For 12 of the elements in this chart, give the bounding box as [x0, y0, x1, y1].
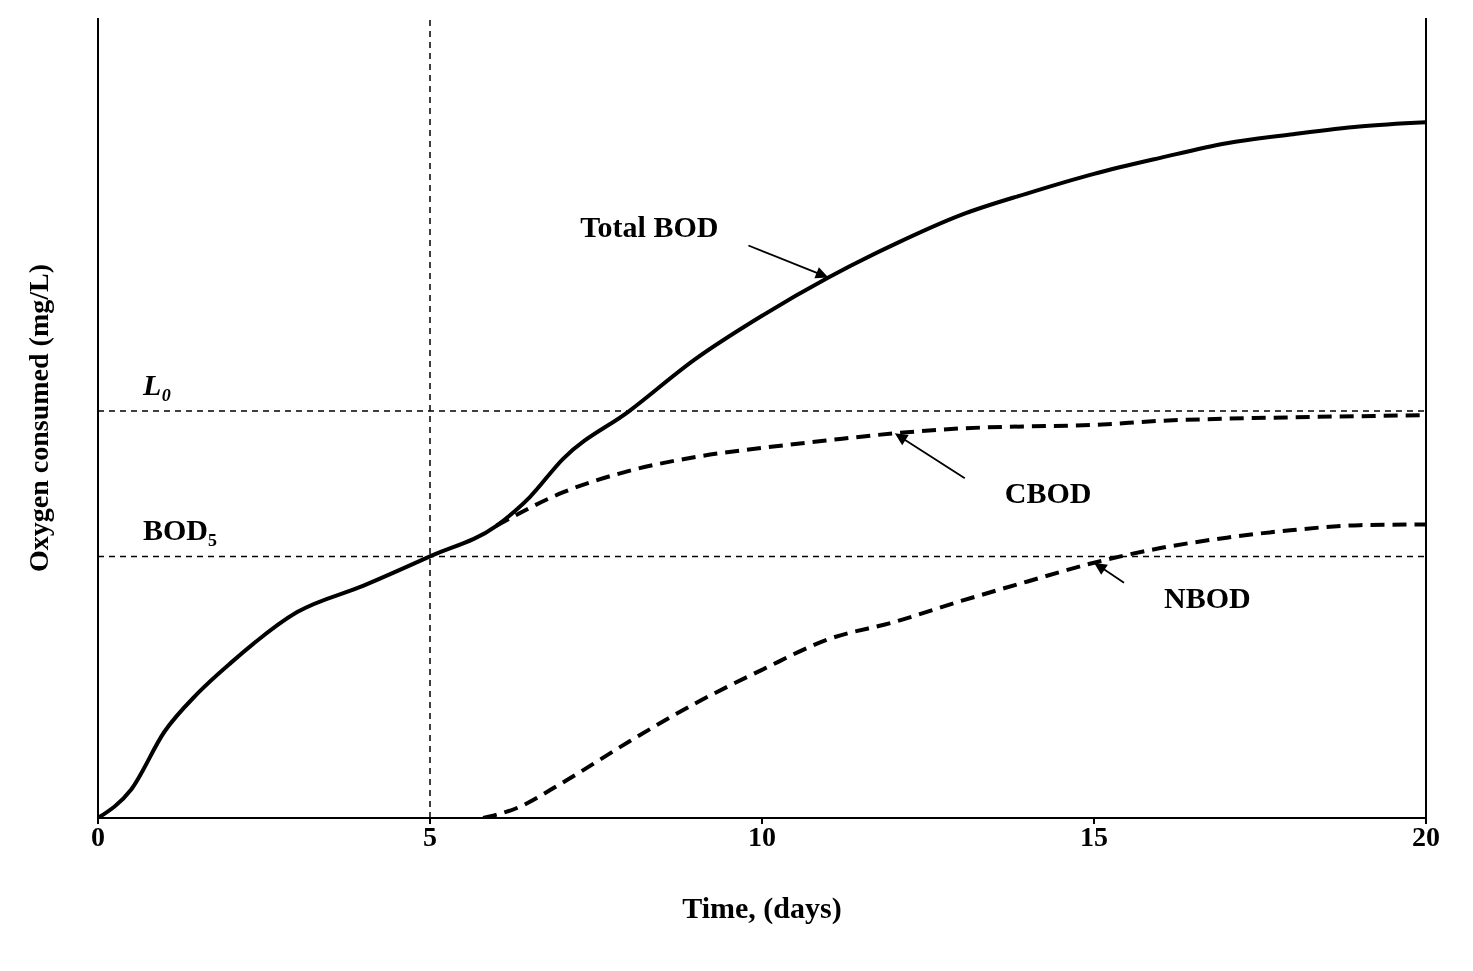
ref-line-label: BOD₅	[143, 513, 218, 547]
text: Total BOD	[580, 210, 719, 244]
ref-line-label: L₀	[142, 368, 172, 402]
x-tick-label: 15	[1080, 820, 1108, 852]
series-label: NBOD	[1164, 580, 1251, 614]
y-axis-title: Oxygen consumed (mg/L)	[22, 264, 54, 572]
x-axis-title: Time, (days)	[682, 891, 842, 925]
series-label: CBOD	[1004, 476, 1092, 510]
x-tick-label: 10	[748, 820, 776, 852]
x-tick-label: 5	[423, 820, 437, 852]
x-tick-label: 20	[1412, 820, 1440, 852]
x-tick-label: 0	[91, 820, 105, 852]
